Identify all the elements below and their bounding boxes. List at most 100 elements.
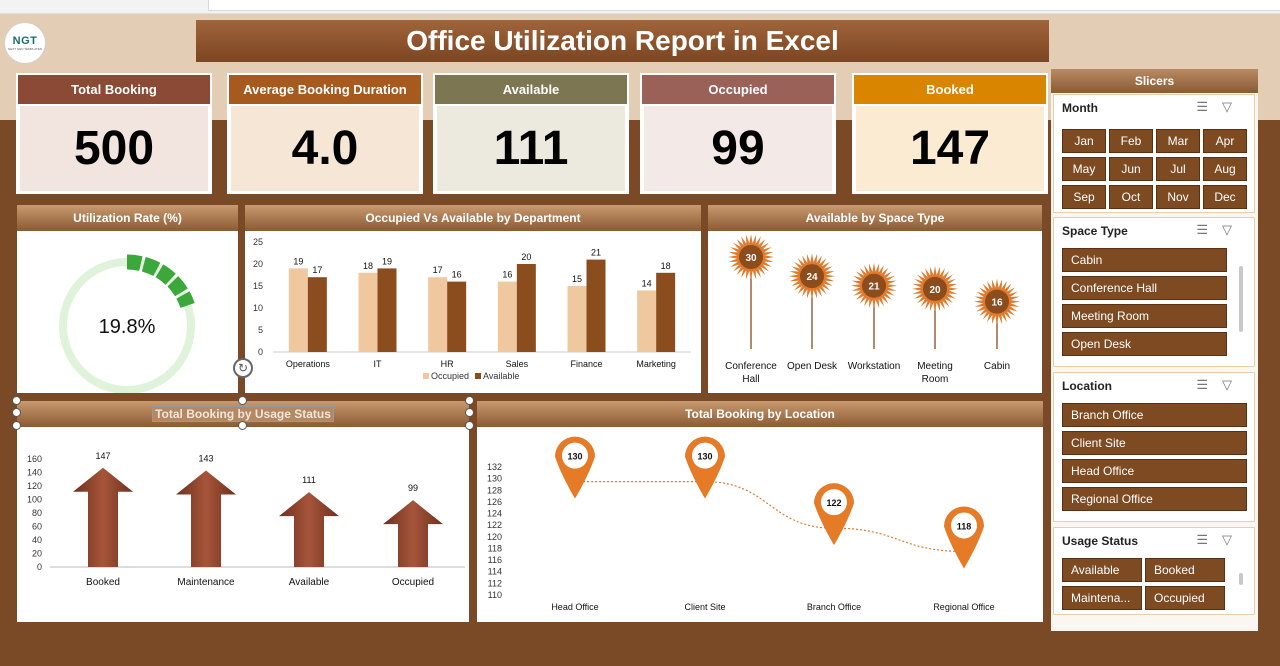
- scrollbar[interactable]: [1239, 573, 1243, 585]
- data-label: 21: [868, 282, 880, 293]
- data-label: 16: [502, 270, 512, 280]
- month-button-aug[interactable]: Aug: [1203, 157, 1247, 181]
- kpi-label: Total Booking: [18, 75, 210, 104]
- y-tick-label: 0: [37, 562, 42, 572]
- category-label: Open Desk: [787, 361, 838, 372]
- month-button-feb[interactable]: Feb: [1109, 129, 1153, 153]
- multi-select-icon[interactable]: ☰: [1196, 222, 1222, 237]
- usage-status-button[interactable]: Available: [1062, 558, 1142, 582]
- bar-occupied: [497, 281, 517, 352]
- y-tick-label: 130: [487, 474, 502, 484]
- clear-filter-icon[interactable]: ▽: [1222, 99, 1246, 114]
- y-tick-label: 10: [253, 303, 263, 313]
- kpi-value: 4.0: [231, 106, 419, 191]
- resize-handle[interactable]: [12, 408, 21, 417]
- month-button-jul[interactable]: Jul: [1156, 157, 1200, 181]
- kpi-total-booking[interactable]: Total Booking 500: [16, 73, 212, 194]
- resize-handle[interactable]: [238, 396, 247, 405]
- data-label: 20: [521, 252, 531, 262]
- resize-handle[interactable]: [12, 421, 21, 430]
- data-label: 19: [382, 256, 392, 266]
- usage-status-panel[interactable]: Total Booking by Usage Status 0 20 40 60 80 1…: [17, 401, 469, 622]
- location-button[interactable]: Branch Office: [1062, 403, 1247, 427]
- space-type-button[interactable]: Meeting Room: [1062, 304, 1227, 328]
- bar-available: [307, 277, 327, 352]
- rotate-handle-icon[interactable]: ↻: [233, 358, 253, 378]
- utilization-rate-panel[interactable]: Utilization Rate (%) 19.8%: [17, 205, 238, 393]
- kpi-occupied[interactable]: Occupied 99: [640, 73, 836, 194]
- data-label: 14: [642, 278, 652, 288]
- space-type-button[interactable]: Conference Hall: [1062, 276, 1227, 300]
- usage-status-button[interactable]: Occupied: [1145, 586, 1225, 610]
- space-type-button[interactable]: Cabin: [1062, 248, 1227, 272]
- month-button-may[interactable]: May: [1062, 157, 1106, 181]
- multi-select-icon[interactable]: ☰: [1196, 377, 1222, 392]
- clear-filter-icon[interactable]: ▽: [1222, 377, 1246, 392]
- kpi-booked[interactable]: Booked 147: [852, 73, 1048, 194]
- x-tick-label: Client Site: [684, 602, 725, 612]
- usage-status-button[interactable]: Booked: [1145, 558, 1225, 582]
- usage-status-chart: 0 20 40 60 80 100 120 140 160 147 Booked 143 Mainten…: [27, 451, 465, 588]
- y-tick-label: 110: [488, 590, 502, 600]
- pin-core: [692, 442, 718, 469]
- location-button[interactable]: Client Site: [1062, 431, 1247, 455]
- clear-filter-icon[interactable]: ▽: [1222, 532, 1246, 547]
- slicer-tool-icons: ☰▽: [1196, 377, 1246, 393]
- space-type-panel[interactable]: Available by Space Type 30 Conference Hall…: [708, 205, 1042, 393]
- y-tick-label: 126: [487, 497, 502, 507]
- category-label: Conference: [725, 361, 777, 372]
- y-tick-label: 20: [32, 549, 42, 559]
- occupied-vs-available-panel[interactable]: Occupied Vs Available by Department 0 5 10…: [245, 205, 701, 393]
- month-button-mar[interactable]: Mar: [1156, 129, 1200, 153]
- kpi-value: 500: [20, 106, 208, 191]
- kpi-label: Available: [435, 75, 627, 104]
- multi-select-icon[interactable]: ☰: [1196, 532, 1222, 547]
- month-button-nov[interactable]: Nov: [1156, 185, 1200, 209]
- y-tick-label: 0: [258, 347, 263, 357]
- marker-core: [923, 276, 947, 301]
- resize-handle[interactable]: [465, 408, 474, 417]
- resize-handle[interactable]: [238, 421, 247, 430]
- resize-handle[interactable]: [12, 396, 21, 405]
- y-tick-label: 5: [258, 325, 263, 335]
- month-button-apr[interactable]: Apr: [1203, 129, 1247, 153]
- arrow-bar: [383, 500, 443, 567]
- kpi-label: Average Booking Duration: [229, 75, 421, 104]
- month-button-jun[interactable]: Jun: [1109, 157, 1153, 181]
- slicer-title: Month: [1062, 101, 1098, 115]
- location-button[interactable]: Head Office: [1062, 459, 1247, 483]
- month-button-sep[interactable]: Sep: [1062, 185, 1106, 209]
- data-label: 18: [363, 261, 373, 271]
- location-panel[interactable]: Total Booking by Location 110 112 114 116 11…: [477, 401, 1043, 622]
- resize-handle[interactable]: [465, 421, 474, 430]
- month-button-dec[interactable]: Dec: [1203, 185, 1247, 209]
- formula-bar[interactable]: [208, 0, 1280, 11]
- space-type-button[interactable]: Open Desk: [1062, 332, 1227, 356]
- month-button-oct[interactable]: Oct: [1109, 185, 1153, 209]
- resize-handle[interactable]: [465, 396, 474, 405]
- x-tick-label: Operations: [286, 359, 331, 369]
- arrow-bar: [279, 492, 339, 567]
- month-button-jan[interactable]: Jan: [1062, 129, 1106, 153]
- kpi-available[interactable]: Available 111: [433, 73, 629, 194]
- data-label: 24: [806, 272, 818, 283]
- kpi-average-booking-duration[interactable]: Average Booking Duration 4.0: [227, 73, 423, 194]
- usage-status-button[interactable]: Maintena...: [1062, 586, 1142, 610]
- marker-core: [985, 289, 1009, 314]
- category-label: Hall: [742, 374, 759, 385]
- multi-select-icon[interactable]: ☰: [1196, 99, 1222, 114]
- bar-available: [516, 264, 536, 352]
- scrollbar[interactable]: [1239, 266, 1243, 332]
- category-label: Workstation: [848, 361, 901, 372]
- frame-left: [0, 120, 12, 666]
- clear-filter-icon[interactable]: ▽: [1222, 222, 1246, 237]
- slicers-title: Slicers: [1051, 69, 1258, 93]
- data-label: 143: [198, 453, 213, 463]
- y-tick-label: 60: [32, 522, 42, 532]
- data-label: 20: [929, 285, 941, 296]
- location-button[interactable]: Regional Office: [1062, 487, 1247, 511]
- y-tick-label: 140: [27, 468, 42, 478]
- legend-label: Available: [483, 371, 519, 381]
- formula-strip: [0, 0, 1280, 14]
- arrow-bar: [176, 470, 236, 567]
